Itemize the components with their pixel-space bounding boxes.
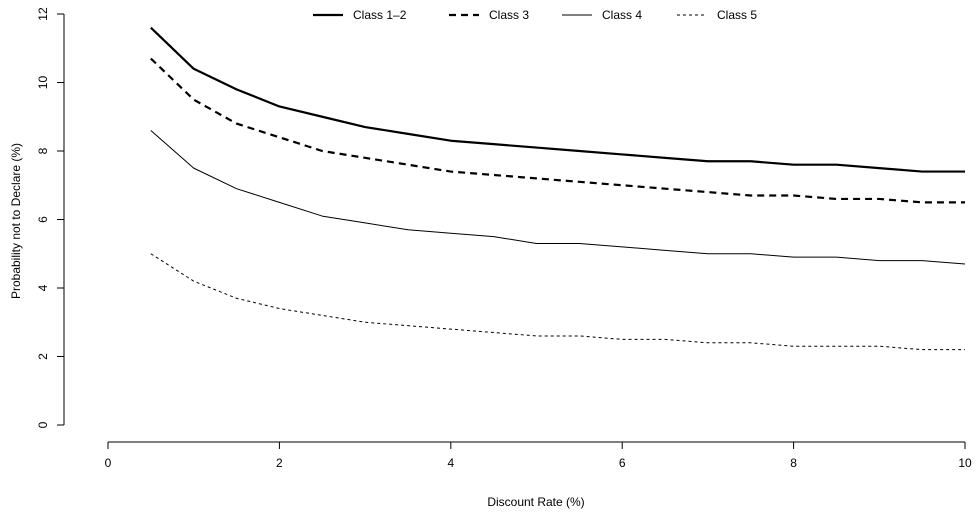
y-tick-label: 4 <box>36 284 50 291</box>
legend-label: Class 1–2 <box>353 8 407 22</box>
x-axis-title: Discount Rate (%) <box>487 495 584 509</box>
y-tick-label: 10 <box>36 76 50 90</box>
x-tick-label: 10 <box>958 456 972 470</box>
legend-item: Class 4 <box>562 8 642 22</box>
legend-item: Class 1–2 <box>313 8 407 22</box>
series-line-1 <box>150 26 965 173</box>
x-tick-label: 2 <box>276 456 283 470</box>
legend-label: Class 5 <box>717 8 757 22</box>
y-tick-label: 8 <box>36 147 50 154</box>
legend-label: Class 4 <box>602 8 642 22</box>
x-tick-label: 8 <box>790 456 797 470</box>
series-line-3 <box>150 130 966 265</box>
legend: Class 1–2 Class 3 Class 4 Class 5 <box>313 8 757 22</box>
series-line-4 <box>150 253 965 351</box>
y-tick-label: 0 <box>36 421 50 428</box>
series-lines <box>150 26 966 351</box>
y-tick-label: 2 <box>36 353 50 360</box>
legend-label: Class 3 <box>489 8 529 22</box>
legend-item: Class 3 <box>449 8 529 22</box>
x-tick-label: 4 <box>447 456 454 470</box>
y-axis-title: Probability not to Declare (%) <box>9 143 23 299</box>
y-tick-label: 12 <box>36 7 50 21</box>
legend-item: Class 5 <box>677 8 757 22</box>
x-tick-label: 6 <box>619 456 626 470</box>
series-line-2 <box>150 57 965 204</box>
axes: 0 2 4 6 8 10 0 2 4 6 8 10 12 <box>36 7 972 470</box>
x-tick-label: 0 <box>105 456 112 470</box>
y-tick-label: 6 <box>36 216 50 223</box>
